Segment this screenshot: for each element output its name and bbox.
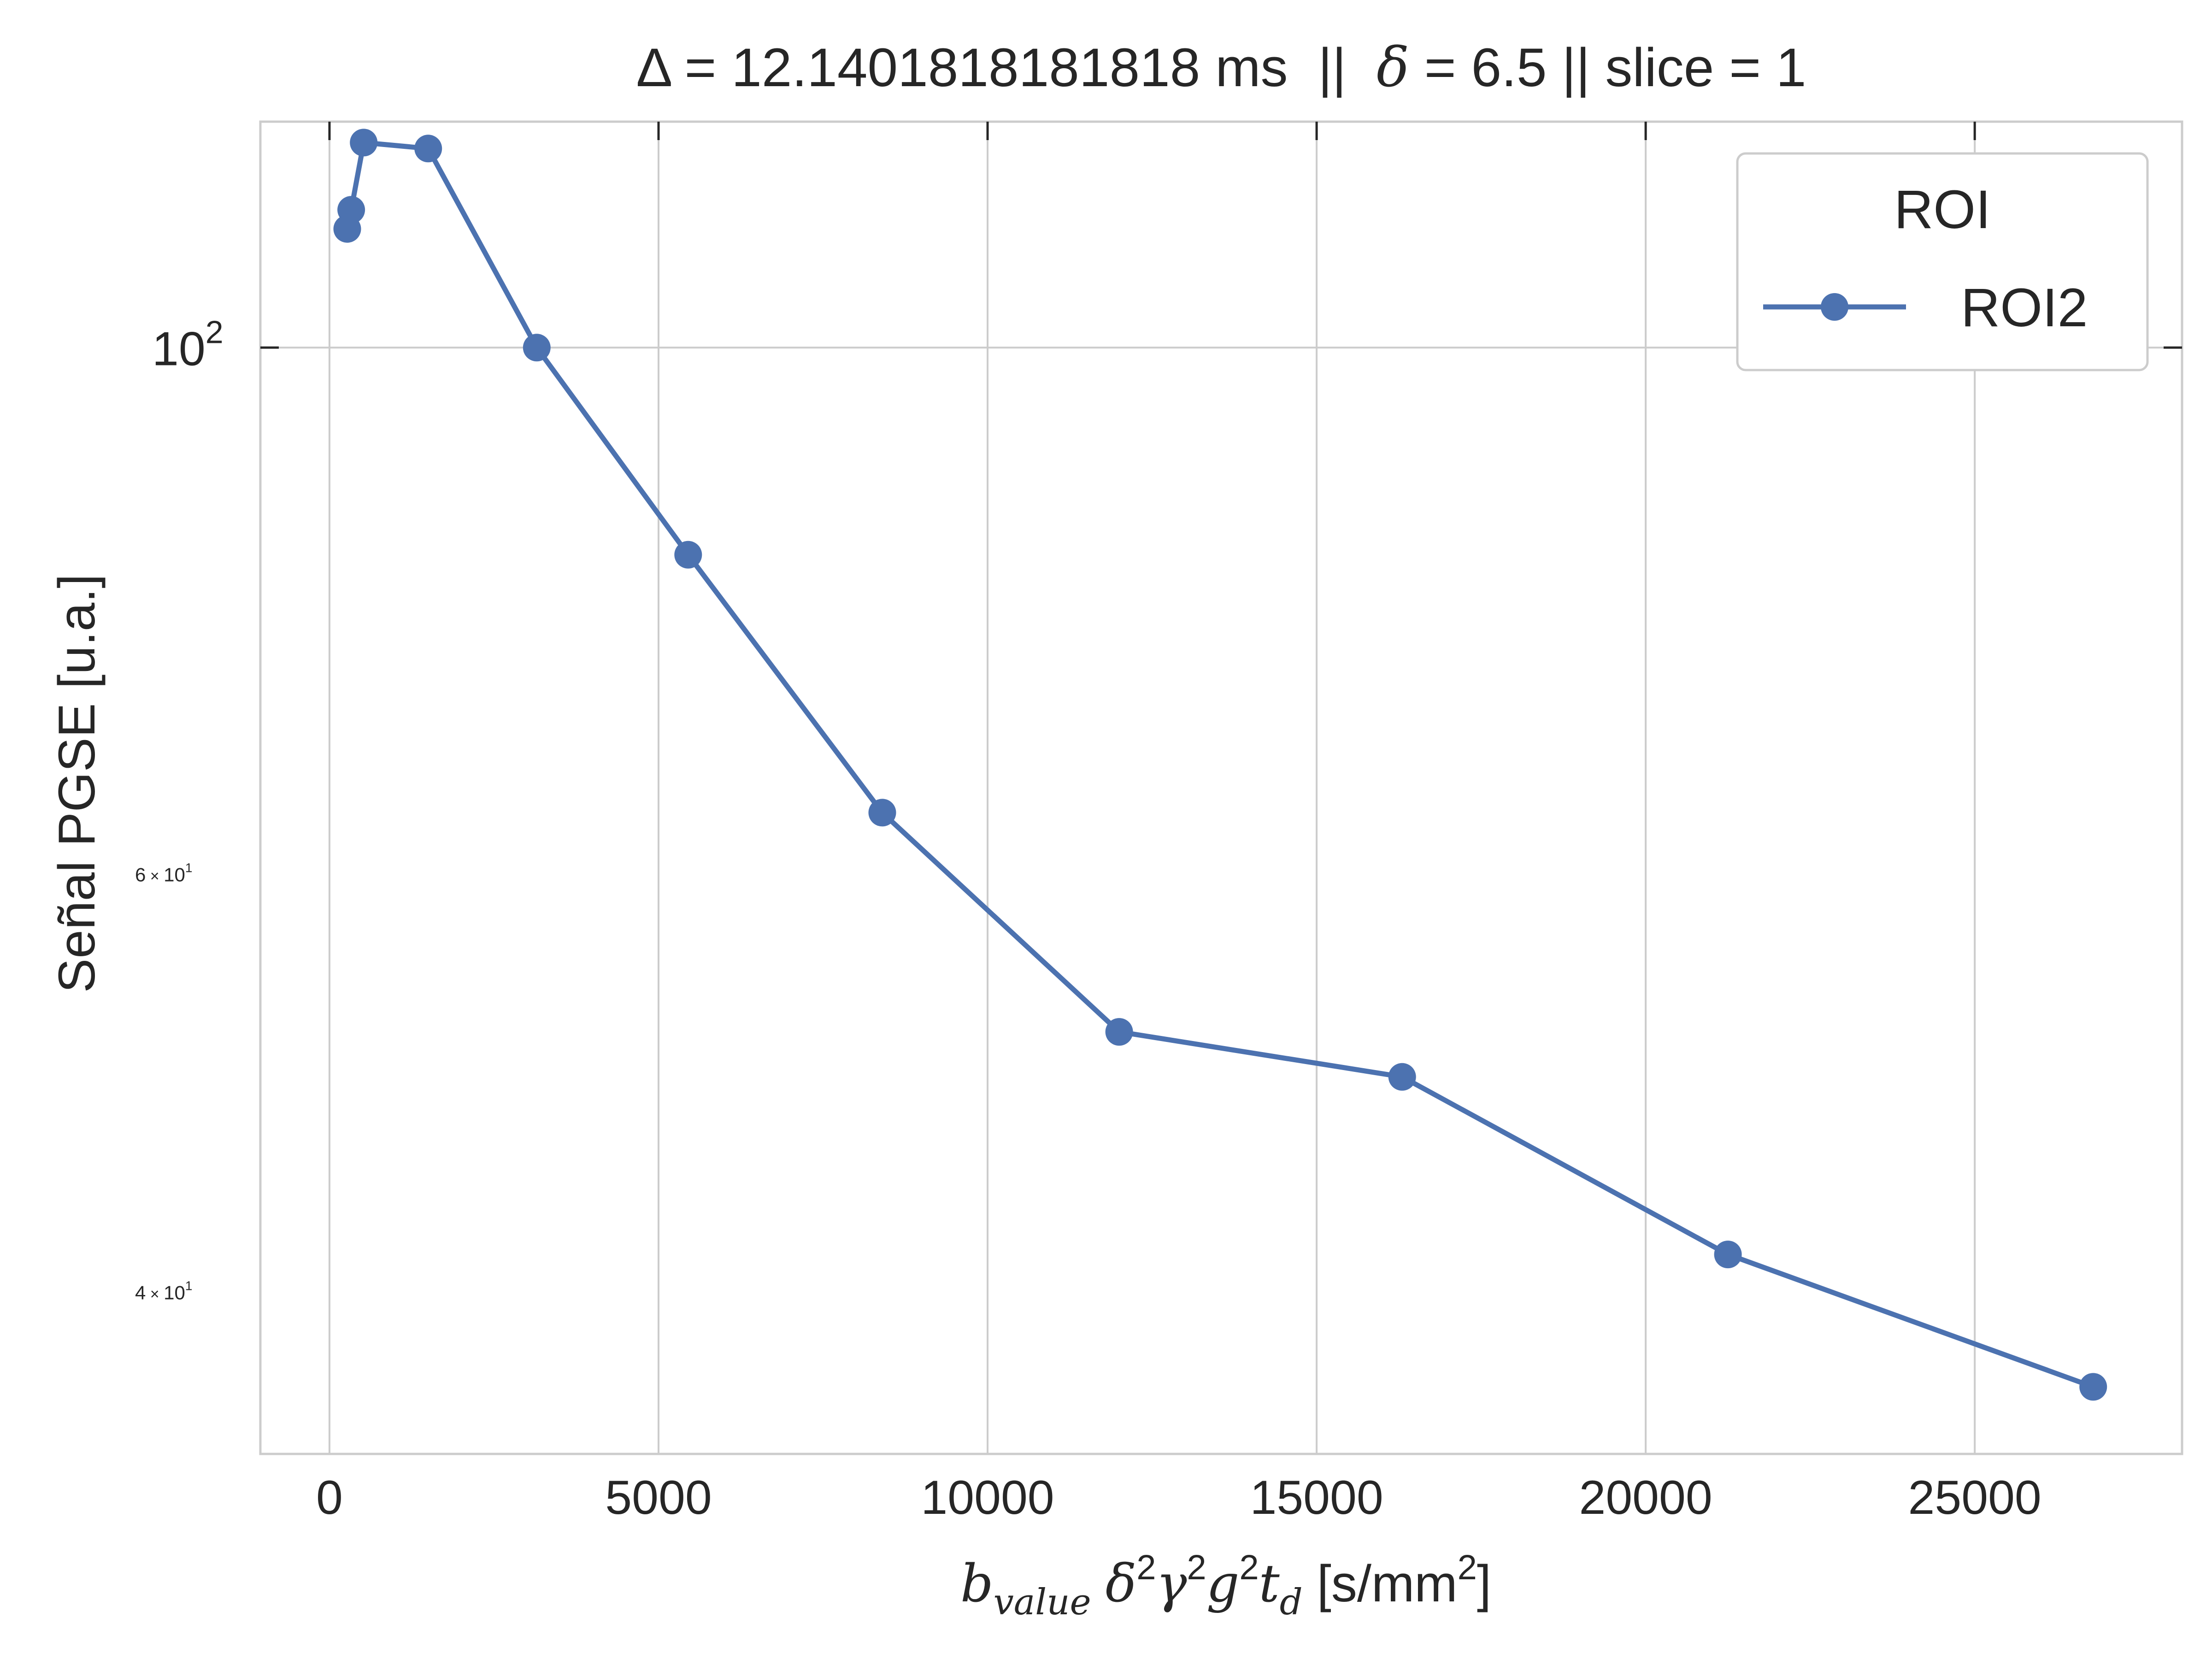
x-tick-label: 15000 — [1250, 1471, 1383, 1524]
data-point — [414, 135, 442, 163]
x-tick-label: 0 — [316, 1471, 343, 1524]
plot-frame — [259, 120, 2183, 1455]
y-tick-label: 102 — [152, 314, 224, 376]
y-minor-tick-label: 6 × 101 — [135, 860, 192, 885]
x-tick-label: 10000 — [921, 1471, 1054, 1524]
data-point — [674, 541, 702, 569]
y-axis-label: Señal PGSE [u.a.] — [48, 574, 106, 993]
legend-label-roi2: ROI2 — [1961, 277, 2088, 338]
data-point — [1388, 1063, 1416, 1091]
x-tick-label: 20000 — [1579, 1471, 1712, 1524]
data-point — [868, 799, 896, 827]
data-point — [1714, 1241, 1742, 1269]
data-point — [337, 196, 365, 224]
x-tick-label: 25000 — [1908, 1471, 2041, 1524]
x-tick-label: 5000 — [605, 1471, 712, 1524]
legend-title: ROI — [1894, 179, 1991, 240]
legend-marker-roi2 — [1821, 293, 1848, 321]
x-axis-label: bvalue δ2γ2g2td [s/mm2] — [960, 1548, 1491, 1623]
legend: ROI ROI2 — [1736, 152, 2149, 371]
data-point — [350, 129, 378, 157]
y-tick-labels: 102 6 × 101 4 × 101 — [135, 314, 224, 1303]
data-point — [1105, 1018, 1133, 1046]
data-point — [523, 334, 551, 362]
chart-title: Δ = 12.1401818181818 ms || δ = 6.5 || sl… — [636, 35, 1806, 99]
y-minor-tick-label: 4 × 101 — [135, 1278, 192, 1303]
x-tick-labels: 0 5000 10000 15000 20000 25000 — [316, 1471, 2041, 1524]
axis-ticks — [260, 122, 2182, 349]
series-layer — [333, 129, 2107, 1401]
data-point — [2079, 1373, 2107, 1401]
